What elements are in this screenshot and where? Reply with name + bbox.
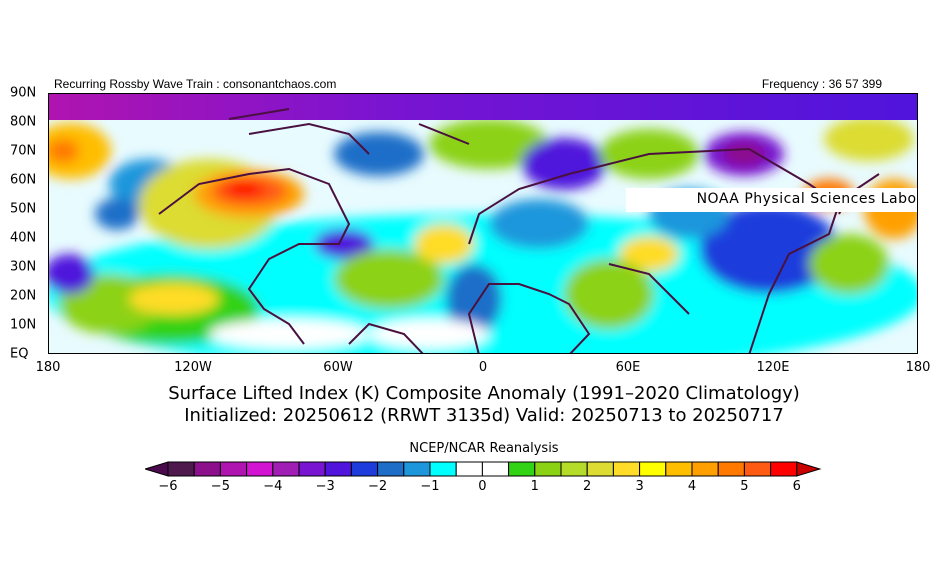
lon-label: 120W [174, 360, 212, 375]
colorbar-tick-label: −2 [368, 479, 388, 494]
anomaly-region [824, 117, 914, 161]
lon-label: 60E [615, 360, 641, 375]
anomaly-region [49, 254, 94, 294]
anomaly-region [446, 264, 502, 334]
colorbar-swatch [743, 461, 772, 477]
anomaly-region [369, 319, 489, 349]
anomaly-region [334, 249, 444, 309]
colorbar-tick-label: −5 [210, 479, 230, 494]
colorbar-swatch [429, 461, 457, 477]
colorbar-tick-label: 6 [792, 479, 801, 494]
lon-label: 180 [905, 360, 930, 375]
anomaly-region [224, 181, 264, 197]
colorbar-swatch [403, 461, 431, 477]
anomaly-region [129, 283, 219, 315]
colorbar-swatch [691, 461, 719, 477]
colorbar-tick-label: −3 [315, 479, 335, 494]
colorbar-swatch [350, 461, 379, 477]
map-title: Surface Lifted Index (K) Composite Anoma… [168, 383, 800, 404]
colorbar-tick-label: −6 [158, 479, 178, 494]
colorbar-swatch [298, 461, 326, 477]
colorbar-swatch [455, 461, 483, 477]
lon-label: 180 [35, 360, 61, 375]
colorbar-tick-label: 2 [583, 479, 592, 494]
lat-label: 60N [10, 172, 37, 188]
colorbar-tick-label: 4 [687, 479, 697, 494]
polar-band [49, 94, 917, 120]
lat-label: 20N [10, 288, 37, 304]
anomaly-region [619, 236, 679, 272]
colorbar-tick-label: 3 [635, 479, 644, 494]
anomaly-region [699, 204, 839, 294]
colorbar-swatch [272, 461, 300, 477]
source-label: Recurring Rossby Wave Train : consonantc… [54, 77, 337, 91]
colorbar-swatch [193, 461, 221, 477]
anomaly-region [809, 234, 889, 294]
colorbar-swatch [770, 461, 798, 477]
colorbar-swatch [508, 461, 536, 477]
colorbar-under-arrow [145, 461, 169, 477]
anomaly-map: NOAA Physical Sciences Laboratory [48, 93, 918, 354]
lon-label: 0 [478, 360, 488, 375]
anomaly-region [489, 199, 589, 249]
colorbar-swatch [219, 461, 248, 477]
colorbar-swatch [665, 461, 693, 477]
anomaly-region [209, 319, 369, 349]
lat-label: 10N [10, 317, 37, 333]
anomaly-field [49, 94, 917, 353]
colorbar-tick-label: 5 [740, 479, 749, 494]
lat-label: 70N [10, 143, 37, 159]
lat-label: 50N [10, 201, 37, 217]
lon-label: 60W [323, 360, 353, 375]
map-subtitle: Initialized: 20250612 (RRWT 3135d) Valid… [184, 405, 784, 426]
anomaly-region [414, 224, 474, 264]
colorbar-swatch [534, 461, 562, 477]
anomaly-region [522, 138, 606, 190]
lat-label: 90N [10, 85, 37, 101]
colorbar-title: NCEP/NCAR Reanalysis [409, 441, 559, 456]
colorbar-swatch [612, 461, 641, 477]
colorbar-swatch [324, 461, 352, 477]
anomaly-region [334, 132, 424, 176]
anomaly-region [722, 142, 766, 166]
colorbar-swatch [377, 461, 405, 477]
colorbar-swatch [167, 461, 195, 477]
lon-label: 120E [756, 360, 790, 375]
lat-label: 40N [10, 230, 37, 246]
colorbar [145, 461, 822, 477]
colorbar-tick-label: 0 [478, 479, 487, 494]
coastlines [158, 108, 880, 353]
colorbar-tick-label: −1 [420, 479, 440, 494]
lat-label: EQ [10, 346, 29, 362]
colorbar-tick-label: 1 [530, 479, 539, 494]
anomaly-region [429, 119, 549, 169]
colorbar-over-arrow [796, 461, 822, 477]
lat-label: 80N [10, 114, 37, 130]
colorbar-swatch [560, 461, 588, 477]
anomaly-region [49, 123, 111, 179]
anomaly-region [95, 198, 139, 230]
anomaly-region [49, 139, 79, 163]
lat-label: 30N [10, 259, 37, 275]
colorbar-swatch [717, 461, 745, 477]
frequency-label: Frequency : 36 57 399 [761, 77, 882, 91]
colorbar-swatch [481, 461, 510, 477]
anomaly-region [564, 259, 654, 329]
anomaly-region [314, 229, 374, 259]
colorbar-swatch [639, 461, 667, 477]
noaa-credit: NOAA Physical Sciences Laboratory [626, 188, 917, 212]
colorbar-swatch [246, 461, 274, 477]
colorbar-tick-label: −4 [263, 479, 283, 494]
colorbar-swatch [586, 461, 614, 477]
